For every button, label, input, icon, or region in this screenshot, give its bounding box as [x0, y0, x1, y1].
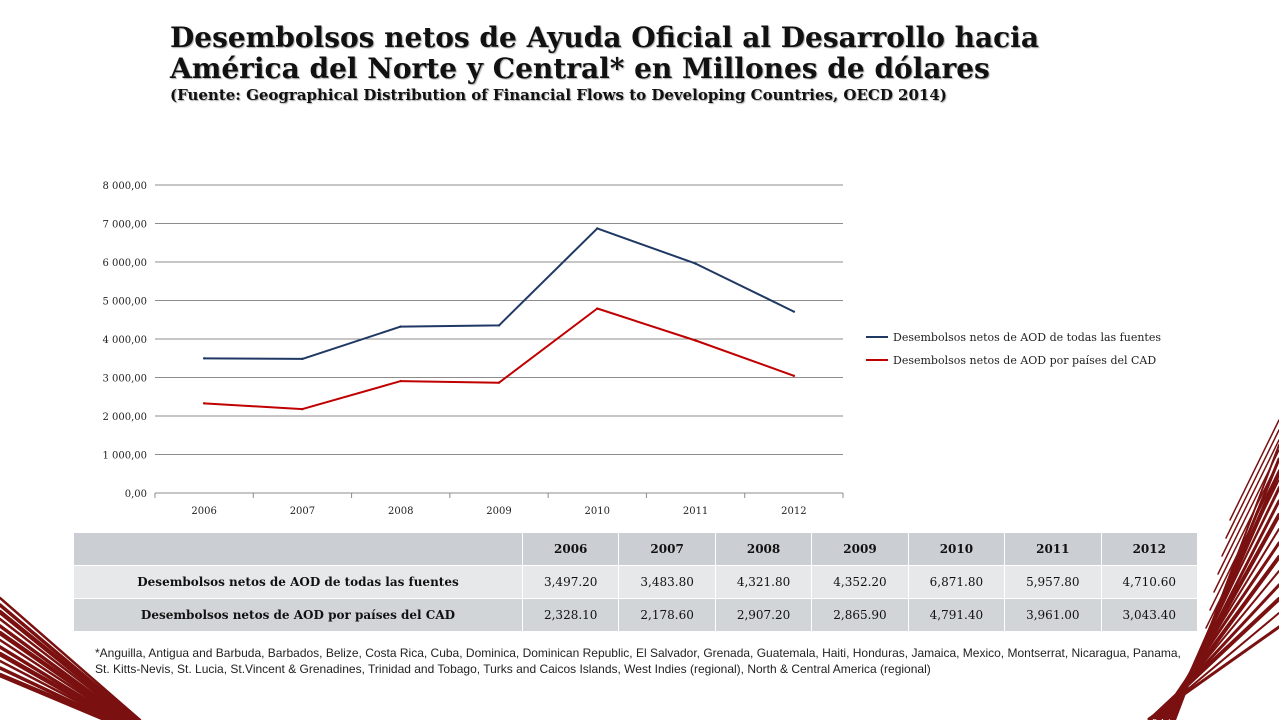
table-header-row: 2006 2007 2008 2009 2010 2011 2012	[73, 532, 1199, 566]
table-cell: 2,328.10	[521, 598, 620, 632]
data-point	[202, 402, 206, 405]
data-point	[399, 379, 402, 383]
table-cell: 2,907.20	[714, 598, 813, 632]
table-cell: 4,321.80	[714, 565, 813, 599]
table-cell: 4,710.60	[1100, 565, 1199, 599]
decorative-stripe	[0, 666, 112, 720]
legend-label: Desembolsos netos de AOD de todas las fu…	[893, 331, 1161, 344]
table-header-year: 2009	[811, 532, 909, 566]
table-cell: 3,483.80	[618, 565, 716, 599]
line-chart: 0,00 1 000,00 2 000,00 3 000,00 4 000,00 5 00…	[102, 181, 1161, 517]
x-tick-label: 2006	[191, 506, 216, 517]
table-header-year: 2012	[1100, 532, 1199, 566]
legend-label: Desembolsos netos de AOD por países del …	[893, 354, 1156, 367]
data-point	[301, 407, 304, 411]
data-point	[399, 325, 402, 328]
table-row: Desembolsos netos de AOD de todas las fu…	[73, 565, 1199, 599]
title-block: Desembolsos netos de Ayuda Oficial al De…	[170, 22, 1070, 104]
data-point	[792, 374, 796, 378]
table-cell: 3,961.00	[1004, 598, 1102, 632]
data-point	[301, 357, 304, 361]
table-header-year: 2011	[1004, 532, 1102, 566]
y-tick-label: 7 000,00	[102, 220, 147, 231]
data-point	[694, 339, 697, 342]
table-cell: 4,791.40	[907, 598, 1006, 632]
table-row-label: Desembolsos netos de AOD por países del …	[73, 598, 523, 632]
data-point	[792, 310, 796, 313]
table-cell: 3,043.40	[1100, 598, 1199, 632]
table-cell: 4,352.20	[811, 565, 909, 599]
table-row: Desembolsos netos de AOD por países del …	[73, 598, 1199, 632]
data-point	[497, 324, 501, 327]
table-header-year: 2010	[907, 532, 1006, 566]
data-point	[596, 307, 599, 310]
slide-title: Desembolsos netos de Ayuda Oficial al De…	[170, 21, 1039, 85]
y-tick-label: 6 000,00	[102, 258, 147, 269]
y-tick-label: 0,00	[125, 489, 147, 500]
table-cell: 2,178.60	[618, 598, 716, 632]
x-tick-label: 2012	[781, 506, 806, 517]
data-point	[202, 357, 206, 360]
table-row-label: Desembolsos netos de AOD de todas las fu…	[73, 565, 523, 599]
x-tick-label: 2011	[683, 506, 708, 517]
y-tick-label: 8 000,00	[102, 181, 147, 192]
table-header-year: 2007	[618, 532, 716, 566]
x-tick-label: 2008	[388, 506, 413, 517]
x-tick-label: 2007	[290, 506, 315, 517]
table-header-year: 2008	[714, 532, 813, 566]
data-table: 2006 2007 2008 2009 2010 2011 2012 Desem…	[73, 532, 1199, 632]
table-cell: 5,957.80	[1004, 565, 1102, 599]
table-cell: 2,865.90	[811, 598, 909, 632]
y-tick-label: 1 000,00	[102, 451, 147, 462]
y-tick-label: 5 000,00	[102, 297, 147, 308]
table-cell: 3,497.20	[521, 565, 620, 599]
y-tick-label: 3 000,00	[102, 374, 147, 385]
data-point	[497, 381, 501, 384]
table-header-year: 2006	[521, 532, 620, 566]
table-cell: 6,871.80	[907, 565, 1006, 599]
decorative-stripe	[0, 672, 110, 720]
y-tick-label: 2 000,00	[102, 412, 147, 423]
table-corner-cell	[73, 532, 523, 566]
y-tick-label: 4 000,00	[102, 335, 147, 346]
data-point	[694, 262, 697, 265]
slide-source-note: (Fuente: Geographical Distribution of Fi…	[170, 86, 947, 104]
x-tick-label: 2010	[585, 506, 610, 517]
x-tick-label: 2009	[486, 506, 511, 517]
footnote: *Anguilla, Antigua and Barbuda, Barbados…	[95, 646, 1181, 676]
data-point	[596, 227, 599, 230]
